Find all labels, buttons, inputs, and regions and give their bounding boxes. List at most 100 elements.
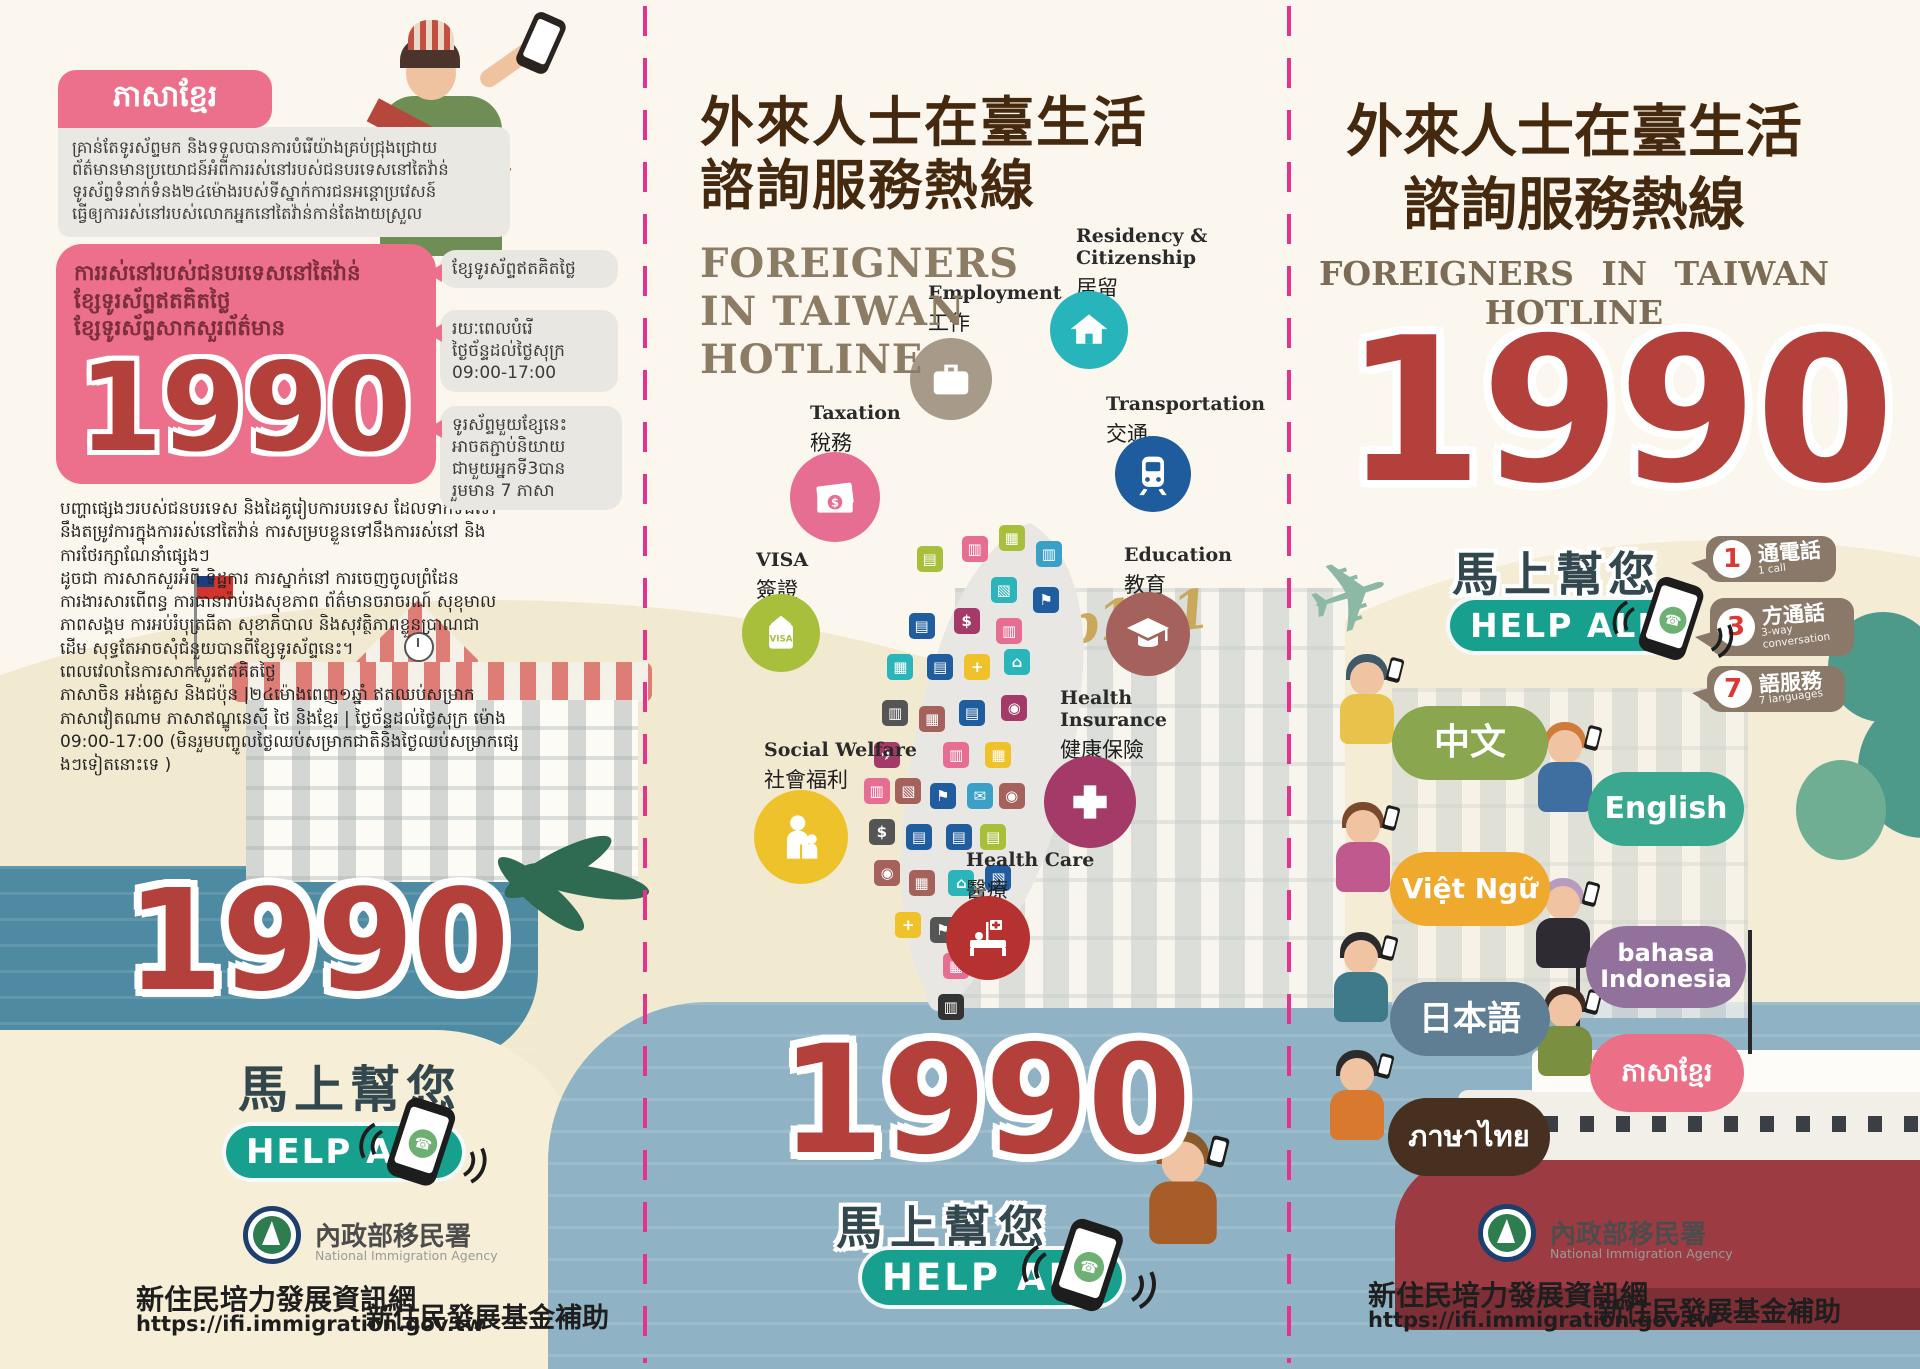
language-pill-japanese: 日本語 [1390, 982, 1550, 1056]
language-pill-khmer: ភាសាខ្មែរ [1590, 1034, 1744, 1112]
parcel-2-icon: ▧ [895, 777, 922, 804]
money-icon: $ [790, 452, 880, 542]
hospital-bed-icon: + [964, 654, 991, 681]
body-text: បញ្ហាផ្សេងៗរបស់ជនបរទេស និងដៃគូរៀបការបរទេ… [60, 499, 519, 776]
person-illustration [1332, 648, 1405, 744]
hospital-bed-2-icon: + [895, 911, 922, 938]
globe-icon: ◉ [998, 782, 1025, 809]
card-reader-icon: ▥ [1035, 540, 1062, 567]
site-name: 新住民培力發展資訊網 [1368, 1279, 1649, 1312]
service-label-zh: 社會福利 [764, 767, 848, 792]
site-url: https://ifi.immigration.gov.tw [1368, 1308, 1717, 1332]
passport-icon: ▥ [961, 535, 988, 562]
person-illustration [1139, 1124, 1231, 1244]
service-label-zh: 工作 [928, 310, 970, 335]
medical-cross-icon [1044, 756, 1136, 848]
page-title-zh: 外來人士在臺生活 諮詢服務熱線 [1346, 99, 1802, 238]
language-pill-vietnamese: Việt Ngữ [1390, 852, 1550, 926]
feature-bubble-3way: 3 方通話 3-way conversation [1695, 598, 1854, 657]
service-education: Education 教育 [1106, 544, 1232, 676]
service-label-en: Residency & Citizenship [1076, 225, 1208, 269]
school-roof-illustration [232, 662, 652, 702]
trolley-icon: ▦ [919, 705, 946, 732]
page-title-zh: 外來人士在臺生活 諮詢服務熱線 [700, 91, 1148, 217]
train-icon: ▥ [882, 700, 909, 727]
person-illustration [1530, 716, 1603, 812]
train-icon [1115, 436, 1191, 512]
service-label-en: Social Welfare [764, 739, 918, 761]
feature-number: 3 [1717, 608, 1755, 647]
police-car-icon: ▤ [958, 700, 985, 727]
house-icon [1050, 291, 1128, 369]
banknotes-icon: $ [953, 607, 980, 634]
ringing-phone-icon: ☎ [1014, 1215, 1164, 1340]
person-illustration [1328, 796, 1401, 892]
svg-text:$: $ [831, 495, 839, 509]
flagpole-illustration [194, 574, 197, 672]
books-2-icon: ▤ [980, 824, 1007, 850]
person-illustration [1528, 872, 1601, 968]
fold-line [1287, 6, 1291, 1363]
callout-languages: ទូរស័ព្ទមួយខ្សែនេះ អាចតភ្ជាប់និយាយ ជាមួយ… [427, 406, 622, 511]
agency-name-en: National Immigration Agency [315, 1248, 498, 1263]
language-pill-indonesian: bahasa Indonesia [1586, 926, 1746, 1008]
suitcase-icon: ▦ [887, 654, 914, 681]
map-icon: ⚑ [1033, 587, 1060, 614]
page-title-en: FOREIGNERS IN TAIWAN HOTLINE [700, 240, 1020, 383]
person-illustration [1326, 926, 1399, 1022]
intro-text-box: គ្រាន់តែទូរស័ព្ទមក និងទទួលបានការបំរើយ៉ាង… [58, 127, 510, 237]
feature-number: 1 [1713, 540, 1751, 579]
visa-doc-2-icon: ▤ [945, 824, 972, 850]
nia-emblem-logo [243, 1206, 301, 1264]
hotline-number-display: 1990 [780, 1014, 1191, 1188]
service-label-zh: 稅務 [810, 430, 852, 455]
visa-doc-icon: ▤ [927, 654, 954, 681]
briefcase-2-icon: ▥ [943, 741, 970, 768]
briefcase-icon: ▥ [996, 618, 1023, 644]
service-health-insurance: Health Insurance 健康保險 [1044, 687, 1168, 848]
ringing-phone-icon: ☎ [352, 1094, 494, 1213]
ringing-phone-icon: ☎ [1606, 574, 1740, 686]
taiwan-map-icons: ▤▥▦▥▧⚑▤$▥▦▤+⌂▥▦▤◉✈▥▦▥▧⚑✉◉$▤▤▤◉▦⌂▧+⚑✈▦▥ [845, 515, 1110, 1030]
boat-mast-illustration [1748, 930, 1752, 1054]
person-illustration [1322, 1044, 1395, 1140]
feature-number: 7 [1714, 670, 1752, 709]
page-title-en: FOREIGNERS IN TAIWAN HOTLINE [1318, 254, 1830, 332]
phone-icon [513, 9, 569, 77]
service-taxation: Taxation 稅務 $ [790, 402, 901, 542]
callout-service-hours: រយៈពេលបំរើ ថ្ងៃច័ន្ទដល់ថ្ងៃសុក្រ 09:00-1… [427, 310, 618, 393]
language-pill-chinese: 中文 [1392, 706, 1548, 780]
graduation-cap-icon [1106, 592, 1190, 676]
service-visa: VISA 簽證 VISA [742, 549, 820, 672]
language-tab-khmer: ភាសាខ្មែរ [58, 70, 272, 128]
passport-2-icon: ▥ [863, 777, 890, 804]
person-illustration [1530, 980, 1603, 1076]
grad-cap-icon: ◉ [1001, 695, 1028, 722]
language-pill-thai: ภาษาไทย [1388, 1098, 1550, 1176]
police-car-2-icon: ▤ [905, 824, 932, 850]
callout-toll-free: ខ្សែទូរស័ព្ទឥតគិតថ្លៃ [427, 250, 618, 289]
site-name: 新住民培力發展資訊網 [136, 1283, 417, 1316]
agency-name-zh: 內政部移民署 [1550, 1220, 1707, 1250]
globe-2-icon: ◉ [874, 860, 901, 887]
tagline-zh: 馬上幫您 [1452, 548, 1660, 603]
hotline-number-display: 1990 [78, 336, 412, 479]
agency-name-en: National Immigration Agency [1550, 1246, 1733, 1261]
service-transportation: Transportation 交通 [1106, 393, 1265, 512]
feature-bubble-7languages: 7 語服務 7 languages [1692, 666, 1845, 713]
airplane-icon: ✈ [874, 741, 901, 768]
funding-note: 新住民發展基金補助 [366, 1303, 609, 1334]
briefcase-icon [910, 338, 992, 420]
site-url: https://ifi.immigration.gov.tw [136, 1312, 485, 1336]
service-label-en: Health Insurance [1060, 687, 1168, 731]
hotline-number-display: 1990 [1344, 295, 1895, 528]
service-label-en: Health Care [966, 849, 1095, 871]
service-residency: Residency & Citizenship 居留 [1050, 225, 1208, 369]
books-icon: ▤ [916, 545, 943, 572]
banknotes-2-icon: $ [868, 818, 895, 845]
service-label-en: Employment [928, 282, 1062, 304]
suitcase-2-icon: ▦ [985, 741, 1012, 768]
visa-document-icon: VISA [742, 594, 820, 672]
service-label-en: Taxation [810, 402, 901, 424]
house-icon: ⌂ [1004, 648, 1030, 675]
